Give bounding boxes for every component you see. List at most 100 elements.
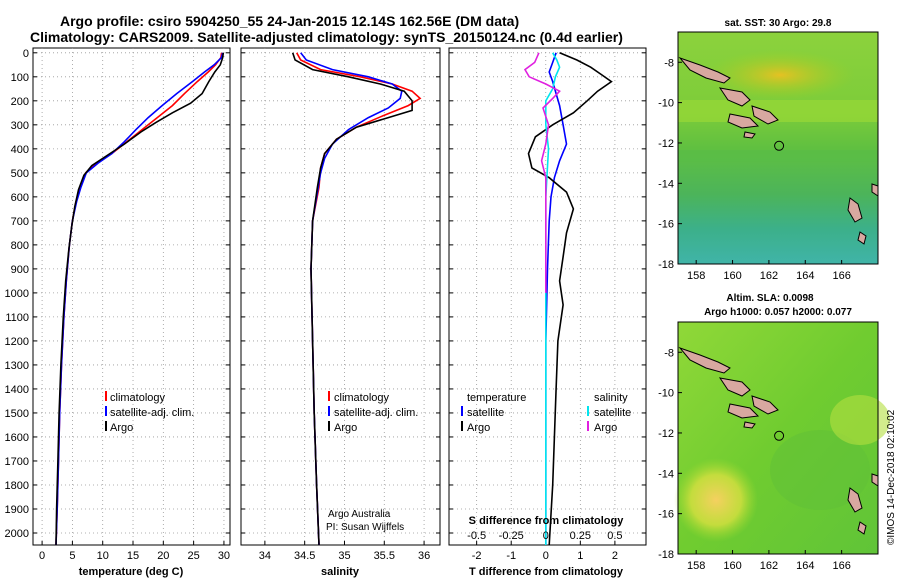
temperature-x-ticks: 0 5 10 15 20 25 30 — [39, 550, 230, 562]
depth-tick-label: 200 — [11, 96, 29, 108]
legend-swatch-s-satellite — [587, 406, 589, 416]
legend-swatch-argo — [328, 421, 330, 431]
legend-swatch-satellite — [105, 406, 107, 416]
difference-legend: temperature satellite Argo salinity sate… — [461, 392, 631, 434]
sla-islands — [678, 346, 879, 535]
legend-swatch-satellite — [328, 406, 330, 416]
series-argo — [55, 52, 225, 546]
sla-map-frame — [677, 321, 879, 555]
sst-warm-patch — [705, 50, 855, 100]
sla-map-ticks: 158 160 162 164 166 -8 -10 -12 -14 -16 -18 — [658, 347, 851, 572]
argo-location-marker — [774, 140, 785, 151]
island-malakula — [857, 231, 867, 245]
island-malaita — [751, 105, 779, 125]
temperature-series — [55, 52, 225, 546]
depth-tick-label: 1500 — [5, 408, 29, 420]
series-t-satellite — [544, 52, 568, 545]
map-x-tick-label: 164 — [796, 560, 814, 572]
s-tick-label: 0.5 — [607, 530, 622, 542]
legend-temperature-title: temperature — [467, 392, 526, 404]
island-guadalcanal — [727, 113, 760, 129]
x-tick-label: 10 — [97, 550, 109, 562]
x-tick-label: 30 — [218, 550, 230, 562]
island-espiritu-santo — [847, 487, 863, 513]
map-y-tick-label: -8 — [664, 347, 674, 359]
depth-tick-label: 1300 — [5, 360, 29, 372]
sla-low-patch — [770, 430, 870, 510]
legend-swatch-climatology — [328, 391, 330, 401]
salinity-plot-frame — [240, 47, 441, 546]
depth-tick-label: 300 — [11, 120, 29, 132]
island-guadalcanal — [727, 403, 760, 419]
legend-salinity-title: salinity — [594, 392, 628, 404]
depth-tick-label: 1700 — [5, 456, 29, 468]
island-santa-isabel — [718, 377, 751, 397]
salinity-series — [291, 52, 422, 546]
salinity-legend: climatology satellite-adj. clim. Argo — [328, 391, 418, 434]
x-tick-label: 0 — [543, 550, 549, 562]
s-difference-label: S difference from climatology — [469, 515, 625, 527]
island-malakula — [857, 521, 867, 535]
x-tick-label: -2 — [472, 550, 482, 562]
s-tick-label: -0.25 — [499, 530, 524, 542]
temperature-grid — [33, 48, 230, 545]
island-rennell — [743, 131, 756, 139]
salinity-x-ticks: 34 34.5 35 35.5 36 — [259, 550, 430, 562]
map-y-tick-label: -14 — [658, 468, 674, 480]
sla-mid-patch — [830, 395, 890, 445]
map-y-tick-label: -16 — [658, 219, 674, 231]
sst-map-frame — [677, 31, 879, 265]
map-x-tick-label: 160 — [723, 270, 741, 282]
depth-tick-label: 1600 — [5, 432, 29, 444]
depth-tick-label: 400 — [11, 144, 29, 156]
sst-map-ticks: 158 160 162 164 166 -8 -10 -12 -14 -16 -18 — [658, 57, 851, 282]
x-tick-label: 34 — [259, 550, 271, 562]
x-tick-label: 36 — [418, 550, 430, 562]
sla-map-panel: Altim. SLA: 0.0098 Argo h1000: 0.057 h20… — [658, 293, 890, 572]
sla-map-title: Altim. SLA: 0.0098 — [726, 293, 814, 304]
x-tick-label: 35.5 — [374, 550, 395, 562]
sst-warm-band — [678, 100, 878, 122]
map-y-tick-label: -18 — [658, 549, 674, 561]
temperature-plot-frame — [32, 47, 231, 546]
map-y-tick-label: -10 — [658, 388, 674, 400]
series-t-argo — [527, 52, 613, 546]
depth-tick-label: 1000 — [5, 288, 29, 300]
x-tick-label: 25 — [188, 550, 200, 562]
series-s-satellite — [544, 52, 561, 545]
s-tick-label: 0 — [543, 530, 549, 542]
depth-tick-label: 500 — [11, 168, 29, 180]
island-espiritu-santo — [847, 197, 863, 223]
difference-s-ticks: -0.5 -0.25 0 0.25 0.5 — [467, 530, 622, 542]
legend-swatch-climatology — [105, 391, 107, 401]
salinity-grid — [241, 48, 440, 545]
x-tick-label: 35 — [338, 550, 350, 562]
map-x-tick-label: 158 — [687, 560, 705, 572]
depth-tick-label: 1400 — [5, 384, 29, 396]
credit-line-2: PI: Susan Wijffels — [326, 522, 404, 533]
legend-climatology: climatology — [334, 392, 390, 404]
map-y-tick-label: -8 — [664, 57, 674, 69]
sla-high-patch — [674, 458, 758, 542]
x-tick-label: 34.5 — [294, 550, 315, 562]
legend-argo: Argo — [110, 422, 133, 434]
temperature-panel: 0 5 10 15 20 25 30 temperature (deg C) climato… — [32, 47, 231, 578]
map-y-tick-label: -12 — [658, 138, 674, 150]
x-tick-label: 2 — [612, 550, 618, 562]
island-rennell — [743, 421, 756, 429]
map-x-tick-label: 162 — [760, 560, 778, 572]
legend-argo: Argo — [334, 422, 357, 434]
legend-satellite: satellite-adj. clim. — [110, 407, 194, 419]
sla-map-subtitle: Argo h1000: 0.057 h2000: 0.077 — [704, 307, 852, 318]
credit-line-1: Argo Australia — [328, 509, 391, 520]
series-argo — [291, 52, 413, 546]
legend-t-satellite: satellite — [467, 407, 504, 419]
s-tick-label: -0.5 — [467, 530, 486, 542]
argo-location-marker — [774, 430, 785, 441]
depth-tick-label: 0 — [23, 48, 29, 60]
island-bougainville — [678, 346, 731, 374]
depth-tick-label: 100 — [11, 72, 29, 84]
map-x-tick-label: 166 — [832, 270, 850, 282]
island-santa-isabel — [718, 87, 751, 107]
